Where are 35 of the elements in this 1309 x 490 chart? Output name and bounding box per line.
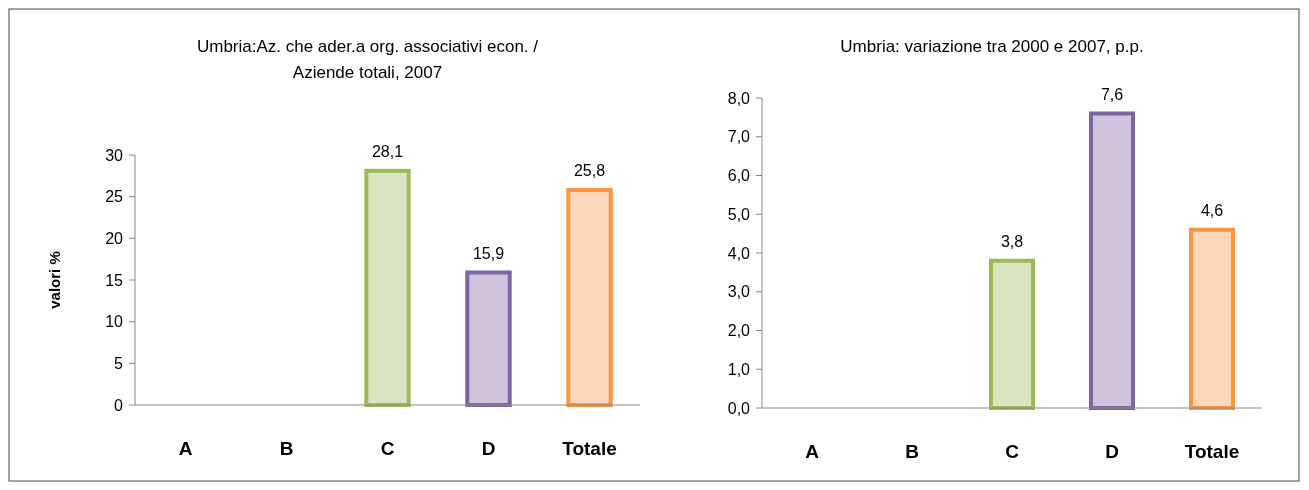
x-tick-label: D: [1105, 441, 1119, 462]
y-tick-label: 15: [105, 271, 124, 289]
y-tick-label: 4,0: [727, 244, 751, 262]
x-tick-label: C: [380, 438, 395, 459]
data-label: 25,8: [573, 162, 606, 179]
x-tick-label: A: [805, 441, 820, 462]
y-tick-label: 6,0: [727, 167, 751, 185]
data-label: 28,1: [371, 142, 404, 160]
chart-title: Umbria: variazione tra 2000 e 2007, p.p.: [840, 37, 1144, 56]
y-tick-label: 3,0: [727, 283, 751, 301]
y-axis-title: valori %: [46, 251, 63, 309]
data-label: 15,9: [472, 244, 505, 262]
y-tick-label: 1,0: [727, 360, 751, 378]
data-label: 4,6: [1200, 201, 1224, 219]
y-tick-label: 25: [105, 188, 124, 206]
x-tick-label: A: [178, 438, 193, 459]
y-tick-label: 30: [105, 146, 124, 164]
y-tick-label: 5: [114, 354, 124, 372]
x-tick-label: D: [481, 438, 496, 459]
y-tick-label: 5,0: [727, 205, 751, 223]
data-label: 3,8: [1000, 232, 1024, 250]
x-tick-label: B: [905, 441, 919, 462]
data-label: 7,6: [1100, 85, 1124, 103]
y-tick-label: 0,0: [727, 399, 751, 417]
chart-title: Umbria:Az. che ader.a org. associativi econ. / Aziende totali, 2007: [196, 37, 539, 82]
x-tick-label: C: [1005, 441, 1020, 462]
x-tick-label: Totale: [1184, 441, 1240, 462]
x-tick-label: B: [279, 438, 294, 459]
y-tick-label: 2,0: [727, 322, 751, 340]
y-tick-label: 8,0: [727, 89, 751, 107]
y-tick-label: 7,0: [727, 128, 751, 146]
y-tick-label: 20: [105, 229, 124, 247]
x-tick-label: Totale: [562, 438, 617, 459]
y-tick-label: 10: [105, 313, 124, 331]
y-tick-label: 0: [114, 396, 124, 414]
